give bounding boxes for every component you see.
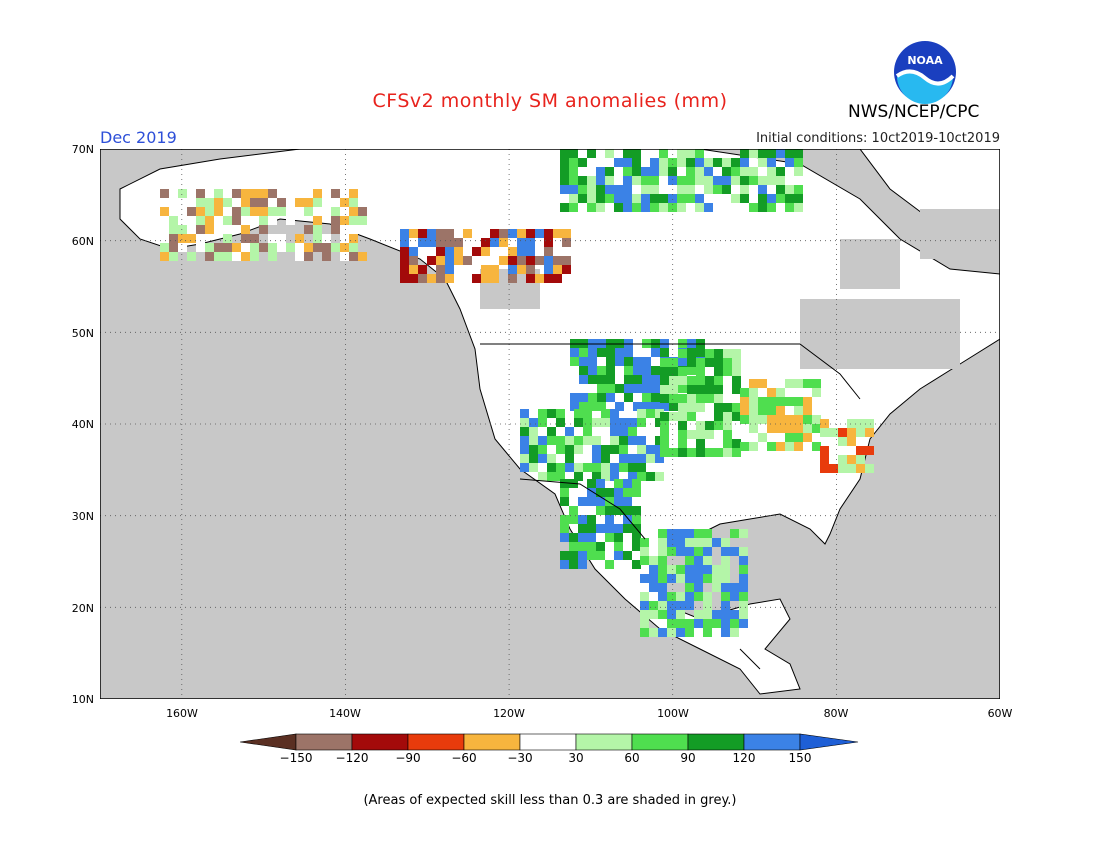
borders — [480, 343, 861, 670]
colorbar-swatch — [687, 733, 745, 751]
colorbar-swatch — [743, 733, 801, 751]
colorbar-label: −90 — [395, 751, 421, 765]
colorbar-swatch — [575, 733, 633, 751]
colorbar-label: 120 — [732, 751, 756, 765]
initial-conditions: Initial conditions: 10ct2019-10ct2019 — [756, 131, 1000, 146]
lon-label-60w: 60W — [987, 707, 1013, 720]
colorbar-label: −30 — [507, 751, 533, 765]
lat-label-30n: 30N — [71, 510, 94, 523]
colorbar — [240, 733, 859, 751]
colorbar-swatch — [631, 733, 689, 751]
colorbar-label: −120 — [335, 751, 369, 765]
lon-label-100w: 100W — [657, 707, 689, 720]
map-title: CFSv2 monthly SM anomalies (mm) — [372, 90, 728, 112]
lat-label-40n: 40N — [71, 418, 94, 431]
colorbar-label: 60 — [624, 751, 640, 765]
lat-label-20n: 20N — [71, 602, 94, 615]
noaa-logo-text: NOAA — [907, 54, 943, 67]
lat-label-70n: 70N — [71, 143, 94, 156]
colorbar-swatch — [407, 733, 465, 751]
colorbar-arrow-high — [799, 733, 859, 751]
colorbar-swatch — [463, 733, 521, 751]
colorbar-arrow-low — [240, 733, 297, 751]
colorbar-swatch — [351, 733, 409, 751]
skill-footnote: (Areas of expected skill less than 0.3 a… — [363, 793, 737, 808]
lon-label-120w: 120W — [493, 707, 525, 720]
lon-label-140w: 140W — [329, 707, 361, 720]
anomaly-map — [100, 149, 1000, 699]
low-skill-areas — [480, 209, 1000, 369]
colorbar-label: −60 — [451, 751, 477, 765]
lon-label-160w: 160W — [166, 707, 198, 720]
colorbar-label: −150 — [279, 751, 313, 765]
lat-label-60n: 60N — [71, 235, 94, 248]
agency-label: NWS/NCEP/CPC — [848, 102, 980, 122]
noaa-logo: NOAA — [894, 41, 956, 104]
colorbar-label: 30 — [568, 751, 584, 765]
colorbar-swatch — [295, 733, 353, 751]
colorbar-swatch — [519, 733, 577, 751]
graticule — [100, 149, 1000, 699]
colorbar-label: 150 — [788, 751, 812, 765]
colorbar-label: 90 — [680, 751, 696, 765]
forecast-month: Dec 2019 — [100, 128, 177, 147]
lon-label-80w: 80W — [823, 707, 849, 720]
lat-label-50n: 50N — [71, 327, 94, 340]
lat-label-10n: 10N — [71, 693, 94, 706]
